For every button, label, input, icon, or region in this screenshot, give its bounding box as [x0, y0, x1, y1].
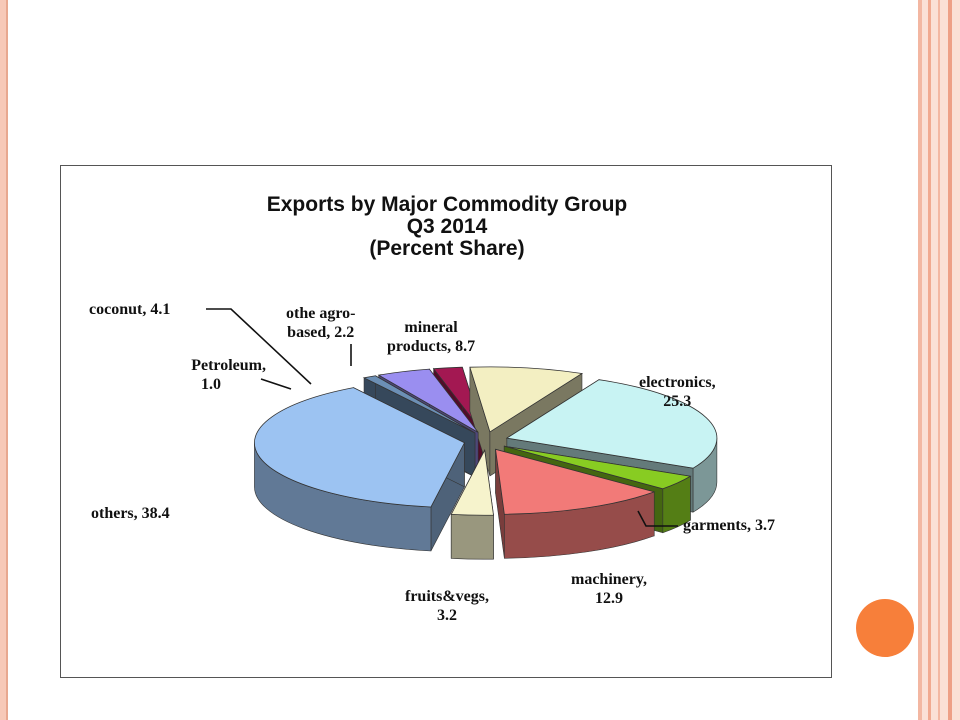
slide-right-decoration [918, 0, 960, 720]
leader-garments [637, 510, 678, 527]
pie-chart [206, 308, 718, 560]
leader-coconut [206, 308, 312, 385]
slice-othe-agro-based [432, 366, 483, 433]
slice-garments [504, 445, 692, 490]
label-machinery: machinery, 12.9 [571, 571, 647, 607]
chart-title: Exports by Major Commodity Group [266, 193, 628, 216]
chart-subtitle-period: Q3 2014 [406, 215, 488, 238]
chart-frame: Exports by Major Commodity Group Q3 2014… [60, 165, 832, 678]
slide-left-border [0, 0, 8, 720]
label-garments: garments, 3.7 [683, 517, 775, 534]
label-mineral-products: mineral products, 8.7 [387, 319, 476, 355]
slice-coconut [377, 368, 479, 433]
slice-fruits-vegs [450, 448, 494, 516]
label-fruits-vegs: fruits&vegs, 3.2 [405, 588, 489, 624]
slice-others [254, 387, 465, 508]
slide-orange-circle [856, 599, 914, 657]
slice-petroleum [362, 375, 476, 434]
leader-petroleum [260, 378, 292, 390]
chart-subtitle-unit: (Percent Share) [369, 237, 525, 260]
slice-electronics [505, 379, 718, 469]
label-agro-based: othe agro- based, 2.2 [286, 305, 356, 341]
label-others: others, 38.4 [91, 505, 170, 522]
label-petroleum: Petroleum, 1.0 [191, 357, 266, 393]
label-coconut: coconut, 4.1 [89, 301, 171, 318]
slice-side-fruits-vegs [450, 514, 494, 560]
slice-machinery [495, 448, 656, 515]
label-electronics: electronics, 25.3 [639, 374, 716, 410]
slice-mineral-products [469, 366, 584, 433]
